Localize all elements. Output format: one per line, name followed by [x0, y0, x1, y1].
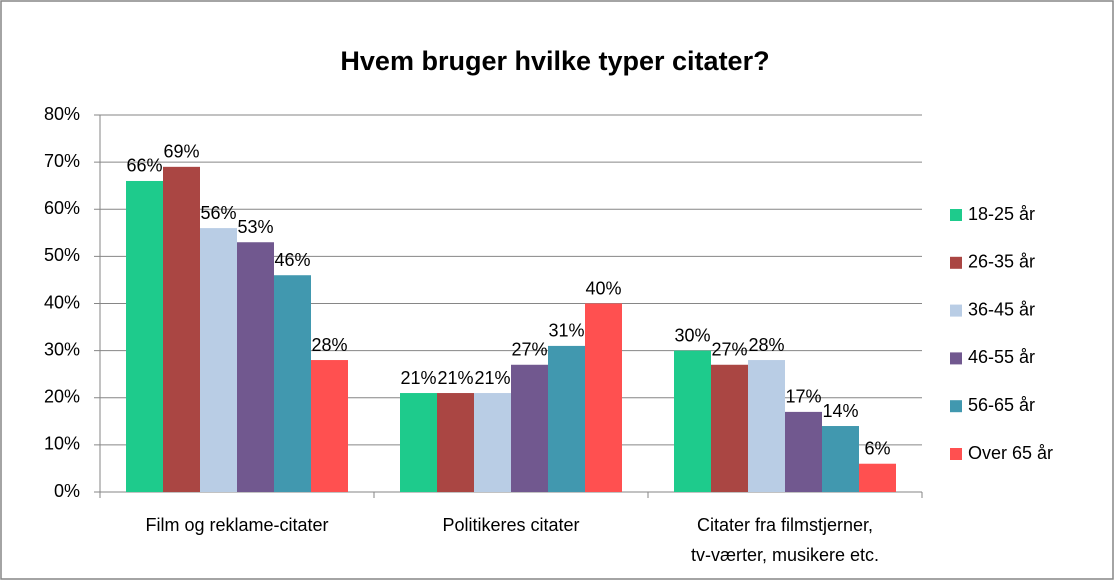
- legend-label: Over 65 år: [968, 443, 1053, 463]
- bar: [822, 426, 859, 492]
- data-label: 27%: [711, 340, 747, 360]
- bar: [163, 166, 200, 492]
- legend-swatch: [950, 304, 962, 317]
- legend-swatch: [950, 209, 962, 221]
- data-label: 14%: [822, 401, 858, 421]
- bar: [274, 275, 311, 492]
- y-tick-label: 30%: [44, 339, 80, 359]
- bar: [474, 393, 511, 492]
- legend-label: 26-35 år: [968, 252, 1035, 272]
- bar: [126, 180, 163, 492]
- data-label: 31%: [548, 321, 584, 341]
- y-tick-label: 50%: [44, 245, 80, 265]
- x-tick-label: Politikeres citater: [442, 515, 579, 535]
- bar: [548, 345, 585, 492]
- legend-label: 46-55 år: [968, 347, 1035, 367]
- legend-label: 18-25 år: [968, 204, 1035, 224]
- data-label: 21%: [400, 368, 436, 388]
- legend-swatch: [950, 448, 962, 460]
- data-label: 21%: [437, 368, 473, 388]
- bar: [711, 364, 748, 492]
- bar: [511, 364, 548, 492]
- x-tick-label: Film og reklame-citater: [145, 515, 328, 535]
- legend-label: 56-65 år: [968, 395, 1035, 415]
- legend-swatch: [950, 400, 962, 413]
- bar: [311, 360, 348, 492]
- y-tick-label: 80%: [44, 104, 80, 124]
- bar: [785, 411, 822, 492]
- data-label: 27%: [511, 340, 547, 360]
- chart-title: Hvem bruger hvilke typer citater?: [340, 46, 769, 76]
- data-label: 17%: [785, 387, 821, 407]
- legend-swatch: [950, 352, 962, 365]
- y-tick-label: 0%: [54, 481, 80, 501]
- bar: [237, 242, 274, 492]
- bar: [585, 303, 622, 492]
- data-label: 21%: [474, 368, 510, 388]
- bar: [859, 463, 896, 492]
- legend-label: 36-45 år: [968, 299, 1035, 319]
- data-label: 6%: [864, 438, 890, 458]
- x-tick-label: Citater fra filmstjerner, tv-værter, musi…: [691, 515, 879, 565]
- bar: [437, 393, 474, 492]
- data-label: 46%: [274, 250, 310, 270]
- data-label: 30%: [674, 325, 710, 345]
- y-tick-label: 60%: [44, 198, 80, 218]
- bar: [674, 350, 711, 492]
- legend-swatch: [950, 256, 962, 269]
- y-tick-label: 10%: [44, 434, 80, 454]
- y-tick-label: 70%: [44, 151, 80, 171]
- y-tick-label: 20%: [44, 387, 80, 407]
- y-tick-label: 40%: [44, 292, 80, 312]
- data-label: 28%: [311, 335, 347, 355]
- bar: [400, 393, 437, 492]
- data-label: 66%: [126, 156, 162, 176]
- data-label: 40%: [585, 278, 621, 298]
- data-label: 56%: [200, 203, 236, 223]
- data-label: 53%: [237, 217, 273, 237]
- data-label: 28%: [748, 335, 784, 355]
- data-label: 69%: [163, 142, 199, 162]
- bar: [200, 228, 237, 492]
- bar: [748, 360, 785, 492]
